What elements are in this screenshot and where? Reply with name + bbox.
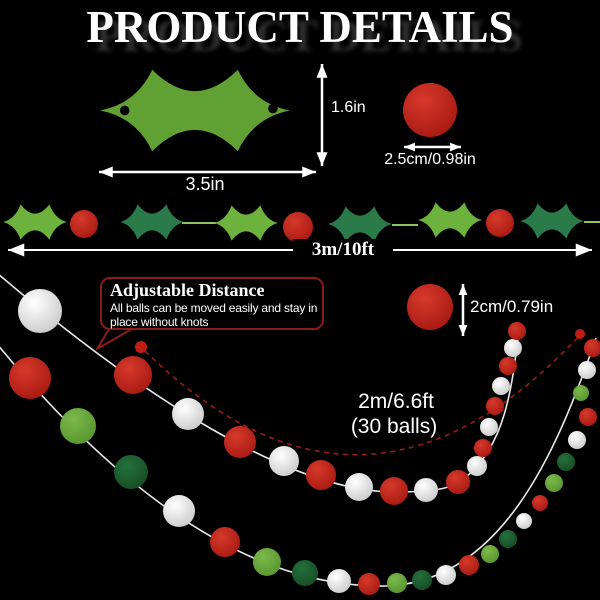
strip-leaf-dark bbox=[520, 203, 584, 239]
strip-leaf-dark bbox=[328, 206, 392, 242]
callout-body-line1: All balls can be moved easily and stay i… bbox=[110, 301, 318, 315]
measurement-arrows bbox=[8, 64, 592, 336]
strip-leaf-light bbox=[3, 204, 68, 240]
strip-length-label: 3m/10ft bbox=[293, 239, 393, 261]
leaf-hole-left bbox=[119, 105, 130, 116]
leaf-hole-right bbox=[268, 103, 278, 114]
garland-length-label: 2m/6.6ft bbox=[358, 390, 434, 413]
dashed-measure-curve bbox=[144, 334, 581, 456]
strip-leaf-light bbox=[418, 202, 482, 238]
page-title: PRODUCT DETAILS bbox=[86, 2, 514, 52]
holly-strip-strings bbox=[182, 221, 600, 226]
small-ball-size-label: 2cm/0.79in bbox=[470, 297, 554, 316]
leaf-height-label: 1.6in bbox=[331, 99, 366, 116]
holly-strip bbox=[3, 202, 584, 242]
big-holly-leaf bbox=[100, 69, 290, 152]
strip-leaf-light bbox=[214, 205, 278, 241]
strip-leaf-dark bbox=[120, 204, 184, 240]
garland-count-label: (30 balls) bbox=[350, 415, 438, 438]
callout-title: Adjustable Distance bbox=[110, 280, 265, 300]
big-ball-size-label: 2.5cm/0.98in bbox=[384, 151, 476, 168]
callout-body-line2: place without knots bbox=[110, 315, 209, 329]
adjustable-distance-callout: Adjustable Distance All balls can be mov… bbox=[100, 277, 324, 330]
garland-string-front bbox=[0, 337, 597, 587]
leaf-width-label: 3.5in bbox=[185, 174, 225, 194]
